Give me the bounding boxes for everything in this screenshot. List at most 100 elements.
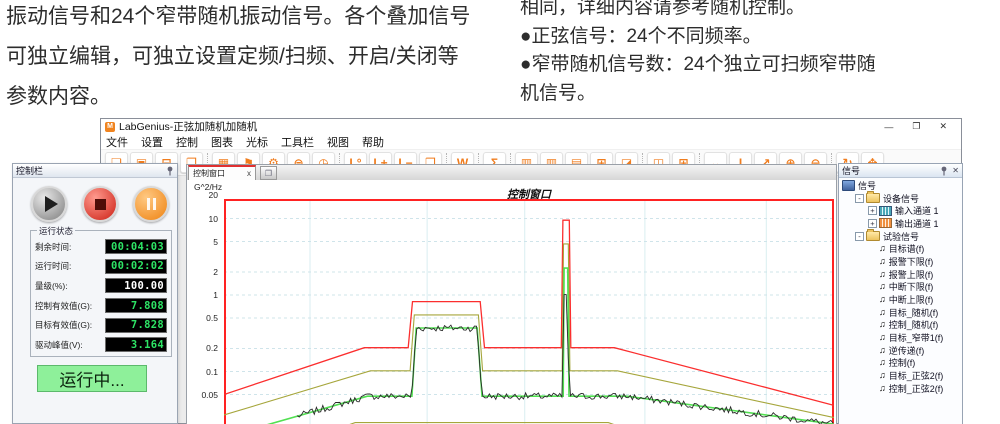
menu-item-图表[interactable]: 图表 <box>211 136 233 149</box>
tree-expander-icon[interactable]: + <box>868 218 877 228</box>
menu-item-设置[interactable]: 设置 <box>141 136 163 149</box>
run-status-banner: 运行中... <box>37 365 147 392</box>
y-tick-label: 1 <box>213 290 218 300</box>
tree-item[interactable]: ♫ 中断上限(f) <box>842 293 961 306</box>
tree-item[interactable]: ♫ 控制_正弦2(f) <box>842 382 961 395</box>
menu-item-光标[interactable]: 光标 <box>246 136 268 149</box>
intro-line: 参数内容。 <box>6 85 111 108</box>
new-view-button[interactable]: ❐ <box>260 166 277 180</box>
zoom-in-icon: ⊕ <box>785 155 796 170</box>
spectrum-plot[interactable] <box>223 199 835 424</box>
pause-button[interactable] <box>133 186 169 222</box>
waveform-icon: ♫ <box>879 370 886 381</box>
tree-item[interactable]: 信号 <box>842 179 961 192</box>
status-field-row: 剩余时间: 00:04:03 <box>35 239 167 254</box>
tree-item-label: 报警下限(f) <box>888 256 934 267</box>
zoom-out-icon: ⊖ <box>810 155 821 170</box>
tab-close-icon[interactable]: x <box>247 169 251 178</box>
folder-icon <box>866 191 880 204</box>
tree-item[interactable]: ♫ 报警上限(f) <box>842 268 961 281</box>
tree-item-label: 控制_正弦2(f) <box>888 383 944 394</box>
chart-title: 控制窗口 <box>507 189 551 201</box>
open-icon: ⊟ <box>161 157 171 169</box>
control-panel-header: 控制栏 <box>13 164 177 178</box>
export-icon: ❐ <box>186 155 197 170</box>
app-window: M LabGenius-正弦加随机加随机 — ❐ ✕ 文件 设置 控制 图表 光标 工具栏 视图… <box>100 118 963 424</box>
menu-item-文件[interactable]: 文件 <box>106 136 128 149</box>
tree-item[interactable]: ♫ 报警下限(f) <box>842 255 961 268</box>
menu-item-控制[interactable]: 控制 <box>176 136 198 149</box>
status-field-row: 驱动峰值(V): 3.164 <box>35 337 167 353</box>
menu-item-视图[interactable]: 视图 <box>327 136 349 149</box>
tree-item-label: 目标谱(f) <box>888 244 925 255</box>
tab-control-window[interactable]: 控制窗口 x <box>188 165 256 180</box>
minimize-button[interactable]: — <box>884 121 894 132</box>
tree-item-label: 输出通道 1 <box>895 218 939 229</box>
intro-line: ●窄带随机信号数：24个独立可扫频窄带随 <box>520 54 876 75</box>
waveform-icon: ♫ <box>879 306 886 317</box>
status-field-row: 目标有效值(G): 7.828 <box>35 317 167 333</box>
tree-item[interactable]: - 试验信号 <box>842 229 961 243</box>
intro-line: 机信号。 <box>520 82 597 104</box>
tree-item-label: 报警上限(f) <box>888 269 934 280</box>
signal-panel: 信号 ✕ 信号 - 设备信号 + 输入通道 1 + 输出通道 1- 试验信号 ♫ 目标谱(f) ♫ 报… <box>838 163 963 424</box>
toolbar-separator <box>699 152 700 173</box>
window-title: LabGenius-正弦加随机加随机 <box>119 121 258 133</box>
tree-item[interactable]: ♫ 目标_正弦2(f) <box>842 369 961 382</box>
transport-buttons <box>31 186 169 222</box>
close-button[interactable]: ✕ <box>939 121 947 131</box>
tree-expander-icon[interactable]: + <box>868 206 877 216</box>
tree-expander-icon[interactable]: - <box>855 231 864 241</box>
restore-button[interactable]: ❐ <box>912 121 921 131</box>
menubar: 文件 设置 控制 图表 光标 工具栏 视图 帮助 <box>101 134 961 149</box>
app-logo-icon: M <box>105 121 115 132</box>
tree-item[interactable]: ♫ 控制_随机(f) <box>842 319 961 332</box>
y-tick-label: 10 <box>208 213 218 224</box>
bar-chart-2-icon: ▥ <box>545 155 558 170</box>
chart-area: 控制窗口 G^2/Hz 20 10 5 2 1 0.5 0.2 0.1 0.05 <box>187 180 836 424</box>
tree-item[interactable]: ♫ 中断下限(f) <box>842 281 961 294</box>
stop-button[interactable] <box>82 186 118 222</box>
status-field-row: 量级(%): 100.00 <box>35 278 167 294</box>
y-tick-label: 5 <box>213 236 218 247</box>
play-button[interactable] <box>31 186 67 222</box>
tree-item-label: 设备信号 <box>883 193 920 204</box>
fit-screen-icon: ✥ <box>867 157 877 169</box>
status-field-label: 量级(%): <box>35 280 68 291</box>
status-field-label: 目标有效值(G): <box>35 320 93 331</box>
tab-label: 控制窗口 <box>193 169 225 178</box>
tree-item[interactable]: - 设备信号 <box>842 191 961 205</box>
tree-item-label: 目标_窄带1(f) <box>888 333 944 344</box>
zoom-vertical-icon: I <box>738 155 743 170</box>
intro-line: 相同，详细内容请参考随机控制。 <box>520 0 806 18</box>
tree-item-label: 试验信号 <box>883 231 920 242</box>
chart-panel: 控制窗口 x ❐ 控制窗口 G^2/Hz 20 10 5 2 1 0.5 0.2 0.1 0.0… <box>186 164 837 424</box>
menu-item-工具栏[interactable]: 工具栏 <box>281 136 314 149</box>
panel-close-icon[interactable]: ✕ <box>952 166 959 175</box>
window-controls: — ❐ ✕ <box>884 121 957 132</box>
status-field-value: 00:04:03 <box>105 239 167 254</box>
curve-chart-icon: ◪ <box>620 155 633 170</box>
tree-item[interactable]: ♫ 目标_随机(f) <box>842 306 961 319</box>
tree-item[interactable]: ♫ 目标谱(f) <box>842 242 961 255</box>
waveform-icon: ♫ <box>879 319 886 330</box>
tree-item[interactable]: ♫ 控制(f) <box>842 357 961 370</box>
layout-link-icon: ◫ <box>652 155 665 170</box>
signals-root-icon <box>842 179 855 191</box>
play-icon <box>44 196 58 212</box>
tree-item[interactable]: + 输出通道 1 <box>842 217 961 230</box>
control-panel: 控制栏 运行状态 剩余时间: 00:04:03 运行时间: 00:02:02 量级(%)… <box>12 163 178 424</box>
pin-icon[interactable] <box>166 166 174 176</box>
status-field-label: 驱动峰值(V): <box>35 339 83 350</box>
status-field-label: 运行时间: <box>35 261 72 272</box>
tree-expander-icon[interactable]: - <box>855 193 864 203</box>
tree-item[interactable]: + 输入通道 1 <box>842 204 961 217</box>
control-panel-title: 控制栏 <box>16 166 44 176</box>
run-status-group: 运行状态 剩余时间: 00:04:03 运行时间: 00:02:02 量级(%): 100… <box>30 225 172 357</box>
new-file-icon: ❏ <box>111 157 122 169</box>
menu-item-帮助[interactable]: 帮助 <box>362 136 384 149</box>
pin-icon[interactable] <box>940 166 948 176</box>
tree-item[interactable]: ♫ 逆传递(f) <box>842 344 961 357</box>
tree-item[interactable]: ♫ 目标_窄带1(f) <box>842 331 961 344</box>
